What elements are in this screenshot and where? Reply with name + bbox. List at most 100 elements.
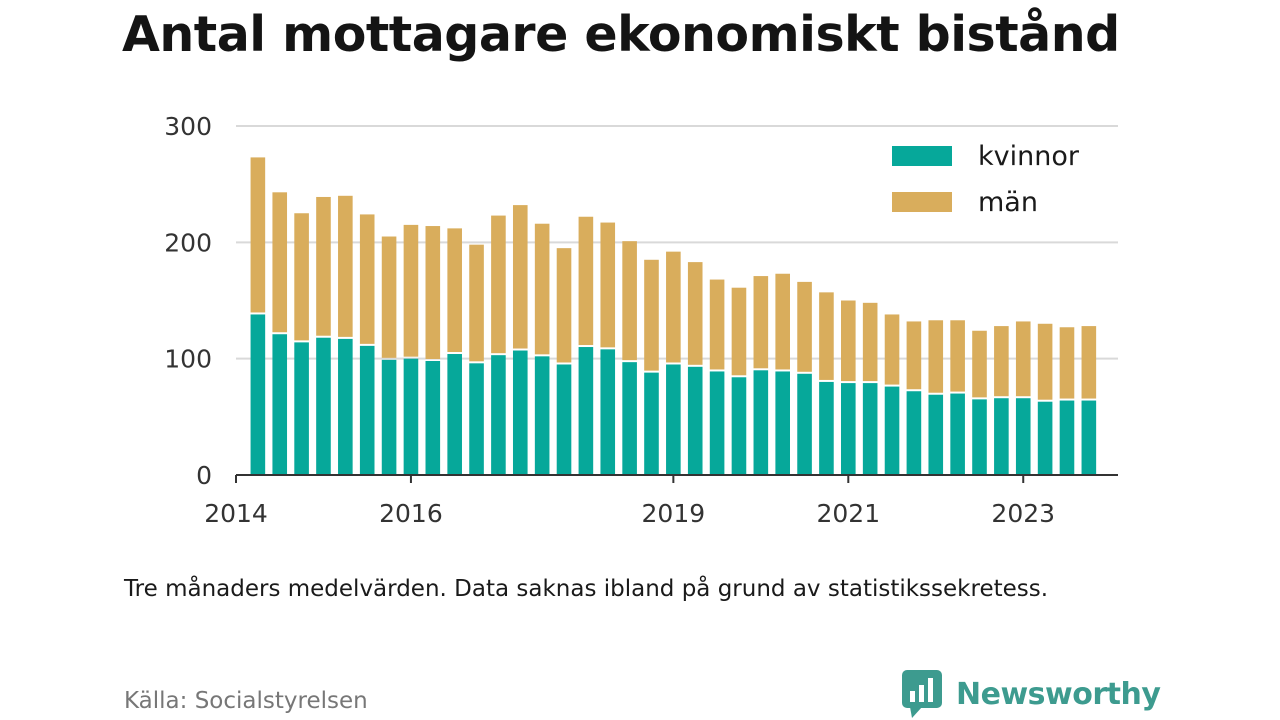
bar-kvinnor bbox=[775, 371, 790, 475]
bar-kvinnor bbox=[862, 383, 878, 475]
bar-man bbox=[884, 314, 900, 385]
legend-label: kvinnor bbox=[978, 141, 1080, 172]
bar-man bbox=[578, 216, 594, 346]
bar-kvinnor bbox=[731, 377, 747, 475]
bar-man bbox=[753, 276, 769, 369]
bar-kvinnor bbox=[578, 347, 594, 475]
bar-man bbox=[972, 330, 987, 398]
x-tick-label: 2019 bbox=[642, 499, 706, 528]
bar-man bbox=[622, 241, 637, 361]
bar-kvinnor bbox=[1081, 400, 1097, 475]
y-axis-tick-labels: 0 100 200 300 bbox=[164, 112, 212, 490]
bar-kvinnor bbox=[316, 337, 331, 475]
y-tick-label: 200 bbox=[164, 228, 212, 257]
y-tick-label: 100 bbox=[164, 345, 212, 374]
bar-kvinnor bbox=[1059, 400, 1075, 475]
bar-man bbox=[469, 244, 484, 362]
bar-man bbox=[906, 321, 922, 390]
bar-man bbox=[687, 262, 703, 365]
bar-kvinnor bbox=[600, 349, 616, 475]
bar-kvinnor bbox=[1037, 401, 1053, 475]
bar-kvinnor bbox=[381, 359, 397, 475]
bar-man bbox=[491, 215, 506, 354]
bar-kvinnor bbox=[512, 350, 528, 475]
x-tick-label: 2014 bbox=[204, 499, 268, 528]
y-tick-label: 0 bbox=[196, 461, 212, 490]
y-tick-label: 300 bbox=[164, 112, 212, 141]
bar-kvinnor bbox=[359, 345, 375, 475]
bar-kvinnor bbox=[950, 393, 965, 475]
bar-man bbox=[556, 248, 572, 363]
bar-man bbox=[338, 195, 353, 337]
bar-man bbox=[819, 292, 834, 380]
bar-man bbox=[447, 228, 462, 353]
bar-man bbox=[950, 320, 965, 392]
bar-man bbox=[272, 192, 288, 333]
bar-man bbox=[316, 196, 331, 336]
bar-man bbox=[1081, 326, 1097, 399]
bar-kvinnor bbox=[666, 364, 681, 475]
bar-kvinnor bbox=[338, 338, 353, 475]
bar-kvinnor bbox=[709, 371, 725, 475]
bar-man bbox=[600, 222, 616, 348]
bar-kvinnor bbox=[534, 356, 550, 475]
bar-kvinnor bbox=[884, 386, 900, 475]
bar-kvinnor bbox=[906, 391, 922, 475]
x-axis-tick-labels: 2014 2016 2019 2021 2023 bbox=[204, 499, 1055, 528]
stacked-bar-chart: 0 100 200 300 2014 2016 2019 2021 2023 kvinnor m… bbox=[164, 112, 1118, 528]
bar-kvinnor bbox=[294, 342, 309, 475]
bar-kvinnor bbox=[797, 373, 812, 475]
chart-title: Antal mottagare ekonomiskt bistånd bbox=[122, 6, 1120, 63]
bar-man bbox=[1059, 327, 1075, 399]
bar-kvinnor bbox=[819, 381, 834, 475]
bar-man bbox=[731, 287, 747, 376]
bar-man bbox=[512, 205, 528, 349]
bar-man bbox=[994, 326, 1009, 397]
bar-kvinnor bbox=[928, 394, 944, 475]
bar-man bbox=[294, 213, 309, 341]
bar-kvinnor bbox=[403, 358, 419, 475]
bar-man bbox=[644, 259, 659, 371]
bar-man bbox=[797, 281, 812, 372]
bar-kvinnor bbox=[840, 383, 856, 475]
bar-man bbox=[534, 223, 550, 355]
bar-man bbox=[775, 273, 790, 370]
bar-kvinnor bbox=[250, 314, 266, 475]
bar-man bbox=[403, 224, 419, 357]
bar-kvinnor bbox=[972, 399, 987, 475]
bar-kvinnor bbox=[687, 366, 703, 475]
bar-kvinnor bbox=[272, 334, 288, 475]
bar-kvinnor bbox=[644, 372, 659, 475]
x-tick-label: 2021 bbox=[816, 499, 880, 528]
bar-man bbox=[862, 302, 878, 382]
bar-kvinnor bbox=[491, 355, 506, 475]
bar-man bbox=[840, 300, 856, 382]
bar-kvinnor bbox=[447, 354, 462, 475]
bar-man bbox=[1037, 323, 1053, 400]
x-axis bbox=[235, 474, 1118, 483]
legend-swatch-man bbox=[892, 192, 952, 212]
x-tick-label: 2016 bbox=[379, 499, 443, 528]
bar-kvinnor bbox=[425, 360, 441, 475]
bar-man bbox=[381, 236, 397, 358]
bar-man bbox=[250, 157, 266, 313]
bar-kvinnor bbox=[622, 362, 637, 475]
source-text: Källa: Socialstyrelsen bbox=[124, 688, 368, 714]
bar-man bbox=[359, 214, 375, 344]
bar-man bbox=[709, 279, 725, 370]
bar-kvinnor bbox=[469, 363, 484, 475]
brand-name: Newsworthy bbox=[956, 676, 1161, 712]
bar-kvinnor bbox=[994, 398, 1009, 475]
brand-logo: Newsworthy bbox=[902, 670, 1161, 718]
legend-label: män bbox=[978, 187, 1038, 218]
bar-man bbox=[928, 320, 944, 393]
legend: kvinnor män bbox=[892, 141, 1080, 218]
newsworthy-logo-icon bbox=[902, 670, 942, 718]
bar-man bbox=[425, 226, 441, 359]
bar-kvinnor bbox=[753, 370, 769, 475]
bar-kvinnor bbox=[556, 364, 572, 475]
bars bbox=[250, 157, 1097, 475]
bar-man bbox=[666, 251, 681, 363]
bar-man bbox=[1015, 321, 1031, 397]
chart-note: Tre månaders medelvärden. Data saknas ib… bbox=[124, 576, 1049, 602]
